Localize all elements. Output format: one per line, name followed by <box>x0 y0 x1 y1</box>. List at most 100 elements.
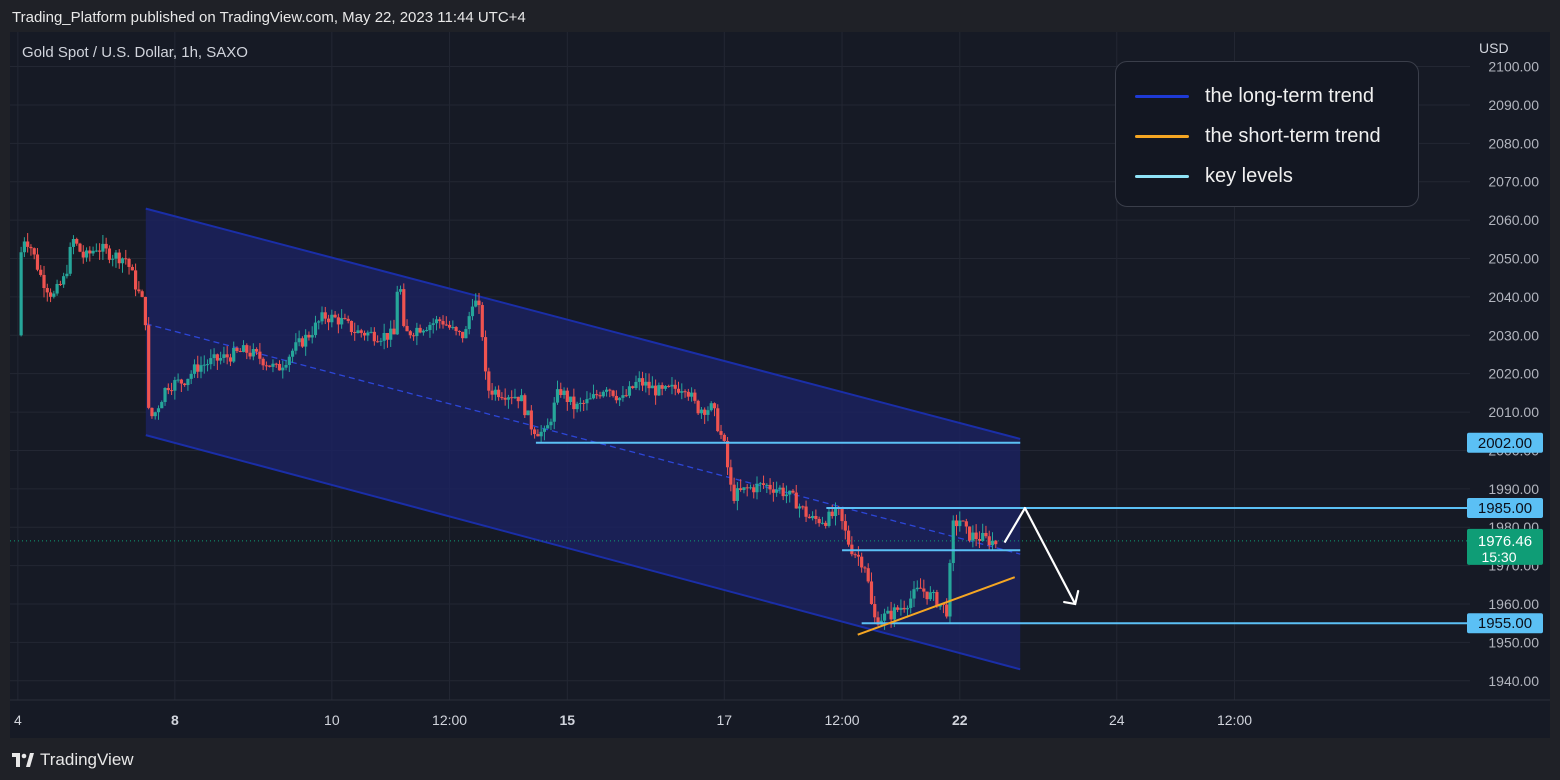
candle-body <box>523 395 527 416</box>
chart-legend: the long-term trend the short-term trend… <box>1115 61 1419 207</box>
candle-body <box>277 363 282 371</box>
candle-body <box>271 363 275 367</box>
candle-body <box>215 354 219 361</box>
candle-body <box>411 335 416 337</box>
candle-body <box>948 563 952 617</box>
candle-body <box>480 305 484 338</box>
candle-body <box>304 334 308 347</box>
candle-body <box>771 489 775 493</box>
candle-body <box>104 243 108 249</box>
candle-body <box>42 274 46 289</box>
x-tick-label: 22 <box>952 712 968 728</box>
candle-body <box>598 395 602 397</box>
candle-body <box>621 395 625 398</box>
x-tick-label: 12:00 <box>432 712 467 728</box>
candle-body <box>932 592 936 594</box>
candle-body <box>755 483 759 493</box>
candle-body <box>356 330 360 334</box>
candle-body <box>98 250 102 252</box>
candle-body <box>817 518 821 524</box>
projection-arrow <box>1003 506 1077 605</box>
candle-body <box>631 386 635 388</box>
candle-body <box>497 389 501 398</box>
candle-body <box>981 532 985 542</box>
candle-body <box>896 607 900 610</box>
candle-body <box>546 425 550 429</box>
candle-body <box>29 246 33 249</box>
y-tick-label: 2080.00 <box>1488 135 1539 151</box>
candle-body <box>461 331 465 339</box>
candle-body <box>516 396 520 402</box>
candle-body <box>120 258 125 264</box>
candle-body <box>709 403 713 411</box>
candle-body <box>238 351 242 353</box>
candle-body <box>644 381 648 386</box>
candle-body <box>892 607 896 620</box>
candle-body <box>519 395 524 402</box>
candle-body <box>578 402 582 404</box>
candle-body <box>418 327 422 333</box>
candle-body <box>964 521 968 527</box>
candle-body <box>124 258 128 260</box>
candle-body <box>81 251 85 258</box>
candle-body <box>601 391 605 397</box>
candle-body <box>990 540 995 546</box>
footer-brand: TradingView <box>40 750 134 769</box>
candle-body <box>382 332 386 341</box>
candle-body <box>562 390 566 395</box>
short-term-trend-line <box>857 576 1016 636</box>
y-tick-label: 2030.00 <box>1488 327 1539 343</box>
candle-body <box>490 390 494 395</box>
candle-body <box>732 484 736 501</box>
candle-body <box>843 521 847 531</box>
candle-body <box>608 389 612 391</box>
candle-body <box>297 338 301 343</box>
y-tick-label: 2090.00 <box>1488 97 1539 113</box>
candle-body <box>166 388 170 391</box>
candle-body <box>882 613 887 621</box>
candle-body <box>503 397 507 400</box>
candle-body <box>640 378 645 386</box>
candle-body <box>153 412 157 417</box>
candle-body <box>251 349 255 357</box>
candle-body <box>634 381 638 388</box>
candle-body <box>729 467 733 485</box>
x-tick-label: 24 <box>1109 712 1125 728</box>
legend-item-key-levels: key levels <box>1135 164 1293 188</box>
candle-body <box>379 340 383 342</box>
candle-body <box>101 243 105 252</box>
candle-body <box>160 402 164 409</box>
candle-body <box>137 289 141 292</box>
candle-body <box>568 396 573 402</box>
candle-body <box>611 390 615 396</box>
candle-body <box>441 321 445 325</box>
legend-label-long-term: the long-term trend <box>1205 84 1374 107</box>
candle-body <box>506 397 511 400</box>
candle-body <box>408 331 412 336</box>
candle-body <box>26 241 30 247</box>
candle-body <box>84 250 89 258</box>
candle-body <box>310 335 314 338</box>
candle-body <box>281 367 285 371</box>
candle-body <box>212 354 216 359</box>
candle-body <box>889 610 893 620</box>
candle-body <box>147 325 151 408</box>
candle-body <box>402 289 406 326</box>
candle-body <box>699 409 704 414</box>
candle-body <box>438 319 442 322</box>
candle-body <box>48 292 53 297</box>
x-tick-label: 4 <box>14 712 22 728</box>
candle-body <box>225 354 229 358</box>
projection-arrowhead <box>1063 589 1080 606</box>
candle-body <box>987 536 991 546</box>
long-term-channel-lower <box>145 434 1021 671</box>
candle-body <box>935 592 939 607</box>
candle-body <box>241 345 246 352</box>
candle-body <box>353 332 357 334</box>
candle-body <box>719 431 723 435</box>
y-tick-label: 2040.00 <box>1488 289 1539 305</box>
candle-body <box>591 394 596 399</box>
candle-body <box>248 352 252 357</box>
candle-body <box>467 316 471 330</box>
candle-body <box>856 554 860 557</box>
